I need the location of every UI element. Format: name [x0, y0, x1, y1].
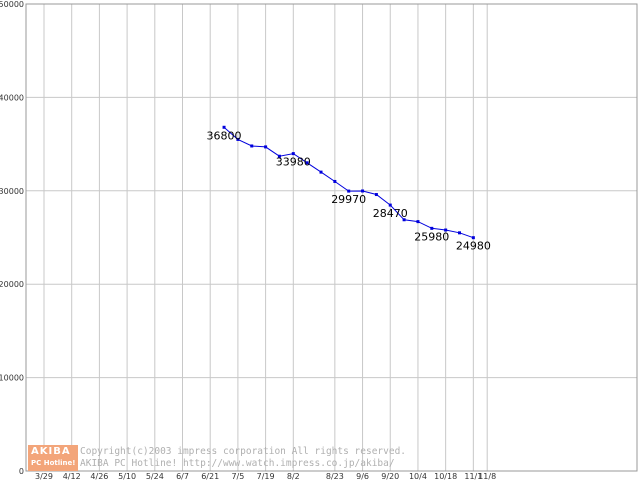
data-point	[471, 236, 475, 240]
data-point	[458, 231, 461, 235]
y-tick-label: 40000	[0, 93, 24, 102]
x-tick-label: 9/6	[356, 472, 369, 480]
data-label: 24980	[456, 240, 491, 253]
y-tick-label: 50000	[0, 0, 24, 9]
data-label: 33980	[276, 156, 311, 169]
x-tick-label: 10/18	[434, 472, 457, 480]
x-tick-label: 5/24	[146, 472, 164, 480]
copyright-text: Copyright(c)2003 impress corporation All…	[80, 446, 407, 457]
x-tick-label: 3/29	[35, 472, 53, 480]
x-tick-label: 8/23	[326, 472, 344, 480]
x-tick-label: 7/19	[257, 472, 275, 480]
logo-text-bottom: PC Hotline!	[31, 459, 76, 467]
x-tick-labels: 3/29 4/12 4/26 5/10 5/24 6/7 6/21 7/5 7/19 8/2 8/2…	[35, 472, 496, 480]
data-point	[430, 226, 434, 230]
data-point	[250, 144, 254, 148]
data-point	[374, 193, 378, 197]
axes	[25, 3, 638, 472]
data-label: 25980	[414, 230, 449, 243]
data-point	[444, 228, 448, 232]
data-point	[264, 145, 268, 149]
x-tick-label: 6/7	[176, 472, 189, 480]
x-tick-label: 4/12	[63, 472, 81, 480]
y-tick-label: 30000	[0, 187, 24, 196]
akiba-logo: AKIBA PC Hotline!	[28, 445, 78, 471]
x-tick-label: 9/20	[381, 472, 399, 480]
data-label: 29970	[331, 193, 366, 206]
x-tick-label: 11/1	[464, 472, 482, 480]
data-point	[305, 161, 309, 165]
price-series-line	[223, 126, 474, 239]
y-tick-label: 10000	[0, 374, 24, 383]
data-point	[402, 218, 406, 222]
data-point	[416, 220, 420, 224]
y-tick-label: 0	[19, 467, 24, 476]
data-label: 28470	[373, 207, 408, 220]
x-tick-label: 5/10	[118, 472, 136, 480]
x-tick-label: 8/2	[287, 472, 300, 480]
data-point	[319, 170, 323, 174]
y-tick-labels: 0 10000 20000 30000 40000 50000	[0, 0, 24, 476]
x-tick-label: 7/5	[231, 472, 244, 480]
grid-lines	[26, 4, 637, 471]
data-point	[347, 189, 351, 193]
data-label: 36800	[207, 129, 242, 142]
data-point	[291, 152, 295, 156]
x-tick-label: 4/26	[90, 472, 108, 480]
data-point	[333, 179, 337, 183]
data-point	[277, 154, 281, 158]
x-tick-label: 11/8	[478, 472, 496, 480]
site-url-text: AKIBA PC Hotline! http://www.watch.impre…	[80, 458, 395, 469]
data-points	[222, 125, 475, 240]
y-tick-label: 20000	[0, 280, 24, 289]
data-point	[388, 203, 392, 207]
data-point	[222, 125, 226, 129]
data-point	[236, 137, 240, 141]
data-labels: 36800 33980 29970 28470 25980 24980	[207, 129, 491, 252]
logo-text-top: AKIBA	[31, 446, 71, 457]
plot-frame	[25, 3, 638, 472]
data-point	[361, 189, 365, 193]
x-tick-label: 6/21	[201, 472, 219, 480]
x-tick-label: 10/4	[409, 472, 427, 480]
